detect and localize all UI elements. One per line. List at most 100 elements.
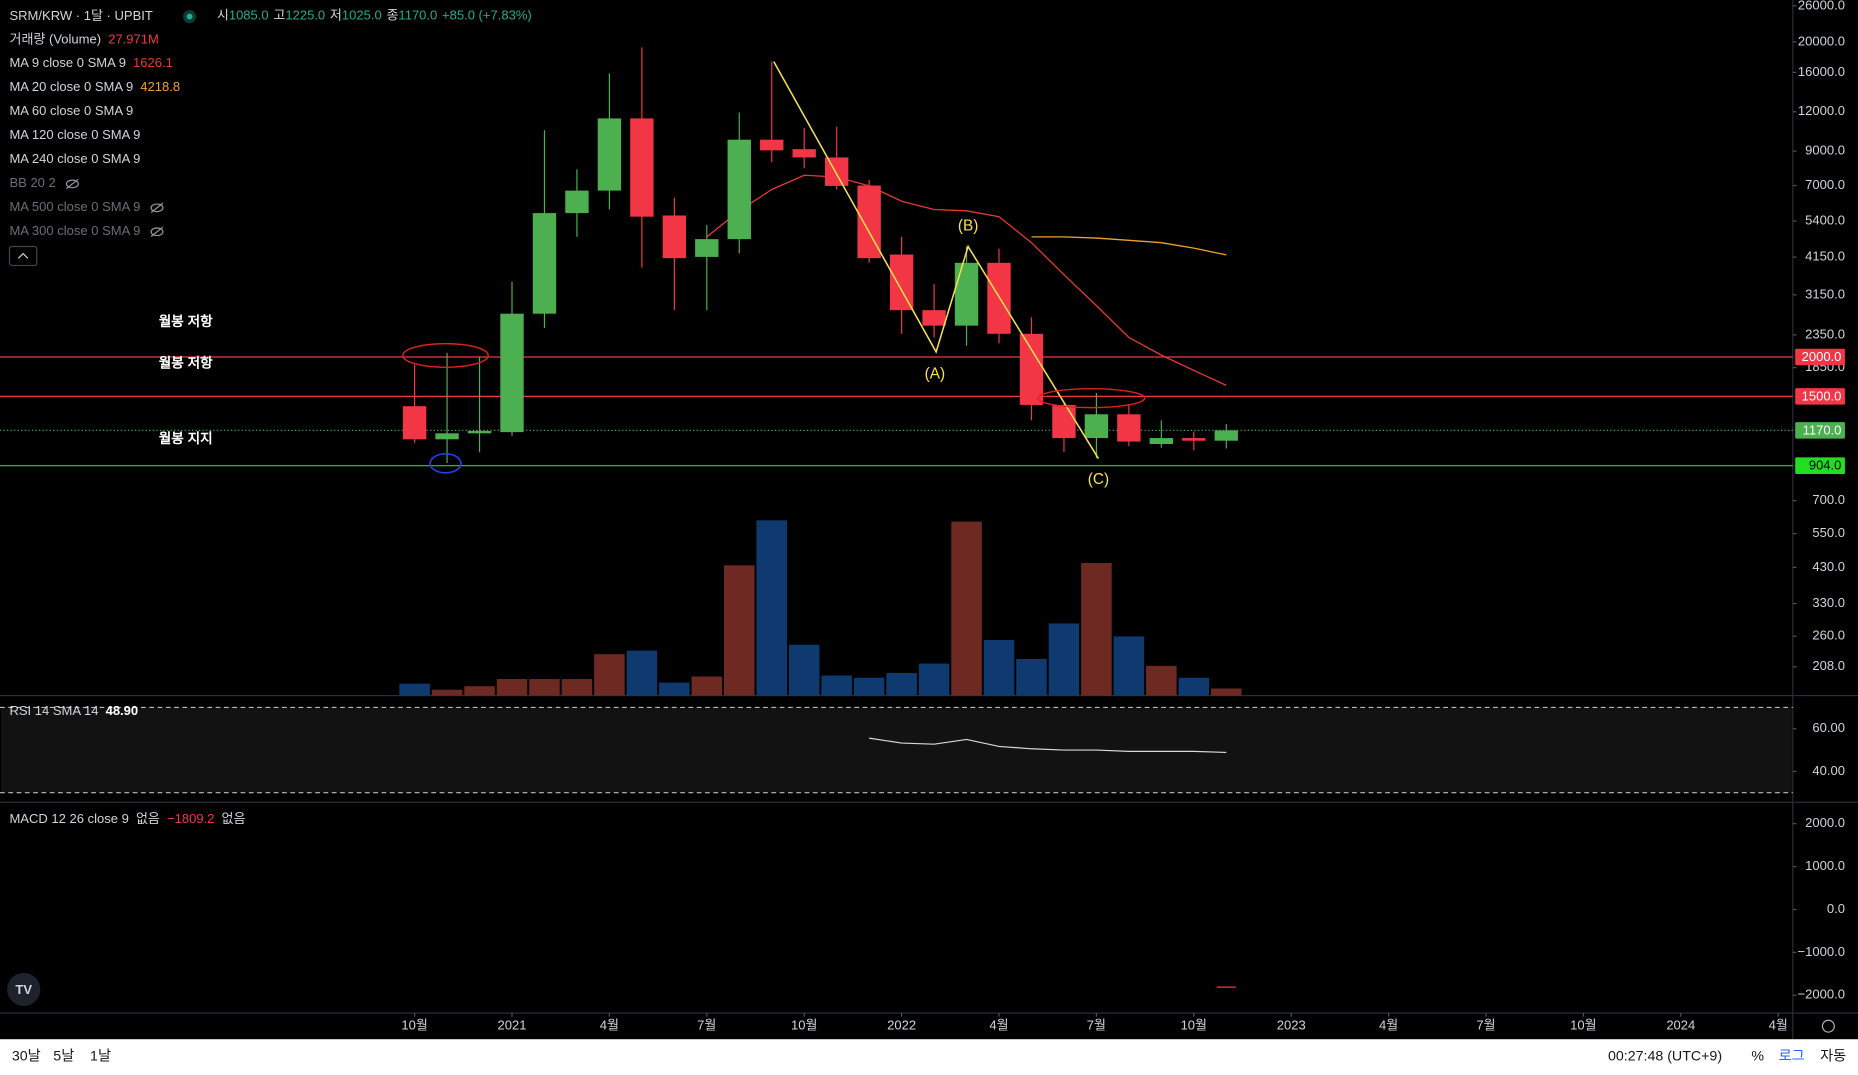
log-toggle[interactable]: 로그 [1779, 1049, 1805, 1065]
wave-label: (C) [1088, 471, 1109, 488]
collapse-button[interactable] [8, 245, 38, 267]
y-tick-label: 9000.0 [1805, 143, 1845, 158]
candle-body [987, 262, 1011, 334]
y-tick-label: 26000.0 [1798, 0, 1845, 12]
note: 월봉 지지 [159, 430, 213, 446]
legend-value: 27.971M [108, 32, 159, 47]
volume-bar [724, 565, 755, 696]
legend-name: RSI 14 SMA 14 [9, 704, 98, 719]
rsi-legend: RSI 14 SMA 14 48.90 [9, 704, 138, 719]
x-tick-label: 4월 [1769, 1018, 1788, 1033]
note: 월봉 저항 [159, 354, 213, 370]
volume-bar [626, 650, 658, 696]
x-tick-label: 2021 [498, 1018, 527, 1033]
period-button[interactable]: 1날 [90, 1048, 111, 1065]
rsi-band-fill [1, 707, 1792, 793]
legend-name: MA 300 close 0 SMA 9 [9, 223, 140, 238]
legend-name: MA 120 close 0 SMA 9 [9, 127, 140, 142]
indicator-line [869, 737, 1227, 754]
logo-mark: TV [15, 982, 32, 997]
legend-item: MA 120 close 0 SMA 9 [9, 127, 140, 142]
legend-value: 1626.1 [133, 56, 173, 71]
price-tag-label: 2000.0 [1802, 349, 1842, 364]
ohlc-label: 시 [217, 8, 229, 23]
y-tick-label: 260.0 [1812, 628, 1845, 643]
symbol-title[interactable]: SRM/KRW · 1달 · UPBIT [9, 8, 152, 23]
y-tick-label: 2350.0 [1805, 326, 1845, 341]
moving-average [1031, 236, 1227, 256]
x-tick-label: 4월 [989, 1018, 1008, 1033]
candle-body [1117, 414, 1141, 442]
volume-bar [1146, 665, 1177, 696]
auto-toggle[interactable]: 자동 [1820, 1048, 1846, 1065]
legend-value: −1809.2 [167, 811, 214, 826]
candle-body [565, 190, 589, 214]
legend-name: MACD 12 26 close 9 [9, 811, 128, 826]
legend-name: MA 60 close 0 SMA 9 [9, 104, 133, 119]
ohlc-value: 1170.0 [398, 8, 437, 23]
ohlc-value: 1085.0 [229, 8, 269, 23]
candle-body [1084, 414, 1109, 439]
candle-body [727, 139, 751, 240]
logo[interactable] [7, 972, 41, 1007]
wave-label: (A) [925, 366, 946, 383]
status-dot [183, 10, 197, 24]
legend-item: MA 300 close 0 SMA 9 [9, 223, 140, 238]
y-tick-label: 550.0 [1812, 525, 1845, 540]
y-tick-label: 430.0 [1812, 559, 1845, 574]
volume-bar [951, 521, 982, 696]
candle-body [824, 157, 849, 186]
period-button[interactable]: 5날 [53, 1048, 74, 1065]
y-tick-label: 3150.0 [1805, 286, 1845, 301]
legend-item: MA 60 close 0 SMA 9 [9, 104, 133, 119]
volume-bar [659, 682, 690, 696]
x-tick-label: 10월 [791, 1018, 817, 1033]
candle-body [695, 239, 719, 257]
candle-body [889, 254, 914, 311]
legend-item: MA 500 close 0 SMA 9 [9, 199, 140, 214]
settings-icon[interactable] [1821, 1019, 1835, 1033]
y-tick-label: 40.00 [1812, 763, 1845, 778]
x-tick-label: 4월 [600, 1018, 619, 1033]
legend: 거래량 (Volume) 27.971M MA 9 close 0 SMA 9 162… [9, 32, 180, 238]
volume-bar [1113, 636, 1145, 696]
price-tag-label: 1500.0 [1802, 388, 1842, 403]
ohlc-value: 1225.0 [285, 8, 325, 23]
price-tag-label: 904.0 [1809, 458, 1842, 473]
clock: 00:27:48 (UTC+9) [1608, 1049, 1722, 1065]
candle-body [1182, 438, 1206, 441]
highlight-ellipse [429, 453, 462, 474]
volume-bar [464, 686, 495, 696]
legend-name: MA 500 close 0 SMA 9 [9, 199, 140, 214]
legend-name: MA 20 close 0 SMA 9 [9, 80, 133, 95]
x-tick-label: 7월 [1476, 1018, 1495, 1033]
candle-body [1019, 333, 1044, 405]
volume-bar [821, 675, 852, 696]
highlight-ellipse [1037, 387, 1146, 409]
y-tick-label: 12000.0 [1798, 103, 1845, 118]
percent-toggle[interactable]: % [1751, 1049, 1764, 1065]
legend-item: 거래량 (Volume) 27.971M [9, 32, 158, 47]
legend-name: 거래량 (Volume) [9, 32, 101, 47]
moving-average [706, 174, 1227, 386]
candle-body [467, 430, 492, 434]
macd-legend: MACD 12 26 close 9 없음 −1809.2 없음 [9, 811, 245, 826]
x-tick-label: 2023 [1277, 1018, 1306, 1033]
volume-bar [1081, 563, 1112, 696]
volume-bar [496, 679, 528, 696]
candle-body [532, 213, 557, 314]
volume-bar [594, 654, 625, 696]
volume-bar [1211, 688, 1242, 696]
candle-body [922, 310, 946, 326]
ohlc-label: 고 [273, 8, 285, 23]
candle-body [1149, 438, 1174, 445]
candle-body [435, 433, 459, 440]
legend-name: MA 240 close 0 SMA 9 [9, 151, 140, 166]
hidden-icon [150, 227, 164, 237]
price-tag [1795, 422, 1845, 439]
period-button[interactable]: 30날 [12, 1048, 41, 1065]
y-tick-label: −2000.0 [1798, 987, 1845, 1002]
legend-item: MA 9 close 0 SMA 9 1626.1 [9, 56, 172, 71]
volume-bar [918, 663, 950, 696]
